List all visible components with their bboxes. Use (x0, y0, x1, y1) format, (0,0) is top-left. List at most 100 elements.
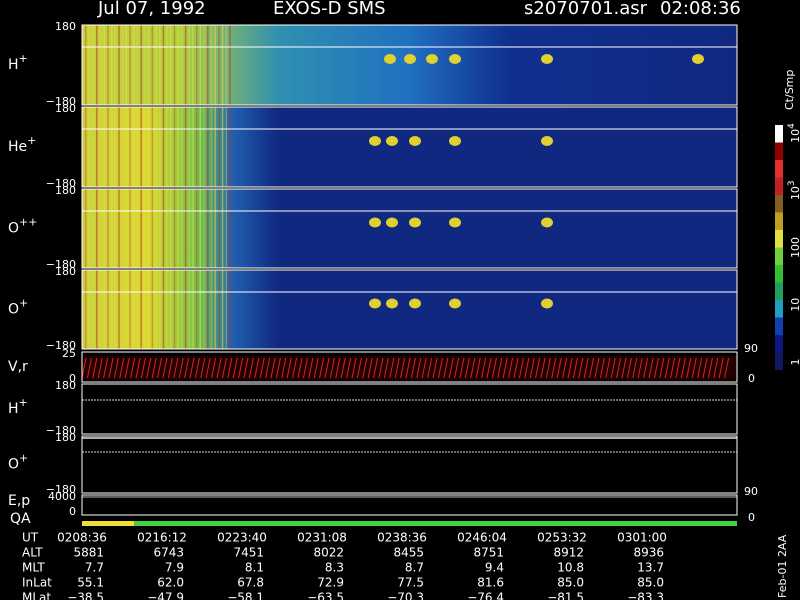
spectrogram-stripe (207, 107, 209, 187)
spectrogram-stripe (159, 25, 161, 105)
spectrogram-stripe (118, 107, 120, 187)
vr-mark (124, 357, 130, 379)
spectrogram-stripe (196, 107, 198, 187)
vr-mark (362, 357, 368, 379)
axis-top: 180 (55, 431, 76, 444)
vr-mark (367, 357, 373, 379)
ephemeris-value: 7.7 (85, 561, 104, 575)
spectrogram-stripe (181, 25, 183, 105)
spectrogram-stripe (159, 107, 161, 187)
vr-mark (205, 357, 211, 379)
ephemeris-value: 55.1 (77, 576, 104, 590)
spectrogram-blob (449, 298, 461, 309)
vr-mark (389, 357, 395, 379)
spectrogram-stripe (199, 25, 202, 105)
spectrogram-blob (386, 298, 398, 309)
spectrogram-blob (384, 54, 396, 64)
ephemeris-value: 8.3 (325, 561, 344, 575)
vr-mark (643, 357, 649, 379)
vr-mark (599, 357, 605, 379)
vr-mark (194, 357, 200, 379)
qa-label: QA (10, 511, 31, 527)
vr-mark (184, 357, 190, 379)
panel-label-text: O (8, 302, 19, 318)
spectrogram-blob (541, 54, 553, 64)
spectrogram-stripe (166, 107, 168, 187)
ephemeris-value: 13.7 (637, 561, 664, 575)
spectrogram-stripe (188, 189, 190, 268)
vr-mark (356, 357, 362, 379)
spectrogram-stripe (159, 270, 161, 349)
colorbar-tick-label: 10 (789, 298, 800, 312)
vr-mark (259, 357, 265, 379)
vr-mark (108, 357, 114, 379)
spectrogram-stripe (125, 270, 128, 349)
spectrogram-stripe (140, 189, 142, 268)
ephemeris-value: 5881 (73, 546, 104, 560)
spectrogram-stripe (188, 270, 190, 349)
vr-mark (518, 357, 524, 379)
vr-mark (502, 357, 508, 379)
spectrogram-stripe (122, 25, 124, 105)
spectrogram-stripe (162, 25, 165, 105)
spectrogram-stripe (129, 189, 131, 268)
vr-mark (583, 357, 589, 379)
spectrogram-stripe (107, 189, 109, 268)
vr-mark (702, 357, 708, 379)
vr-mark (167, 357, 173, 379)
spectrogram-stripe (99, 189, 102, 268)
vr-mark (724, 357, 730, 379)
spectrogram-stripe (155, 270, 157, 349)
ephemeris-value: −83.3 (627, 591, 664, 600)
spectrogram-stripe (199, 107, 202, 187)
vr-mark (626, 357, 632, 379)
panel-label-text: H (8, 57, 19, 73)
ephemeris-value: 77.5 (397, 576, 424, 590)
vr-mark (513, 357, 519, 379)
spectrogram-stripe (173, 270, 176, 349)
panel-label-text: E,p (8, 493, 30, 509)
vr-mark (481, 357, 487, 379)
spectrogram-stripe (99, 107, 102, 187)
vr-mark (605, 357, 611, 379)
vr-mark (675, 357, 681, 379)
ephemeris-value: 0246:04 (457, 531, 507, 545)
spectrogram-stripe (147, 25, 150, 105)
spectrogram-stripe (221, 189, 224, 268)
spectrogram-stripe (173, 25, 176, 105)
spectrogram-stripe (133, 25, 135, 105)
spectrogram-stripe (110, 107, 113, 187)
spectrogram-stripe (207, 270, 209, 349)
colorbar-tick-label: 100 (789, 237, 800, 258)
spectrogram-stripe (229, 189, 231, 268)
spectrogram-stripe (85, 189, 87, 268)
axis-top: 4000 (48, 490, 76, 503)
axis-top: 180 (55, 379, 76, 392)
spectrogram-stripe (155, 25, 157, 105)
vr-mark (610, 357, 616, 379)
spectrogram-stripe (229, 270, 231, 349)
spectrogram-stripe (103, 25, 105, 105)
spectrogram-stripe (99, 270, 102, 349)
ephemeris-value: 8.1 (245, 561, 264, 575)
spectrogram-stripe (210, 107, 213, 187)
ephemeris-value: 8912 (553, 546, 584, 560)
spectrogram-stripe (122, 189, 124, 268)
spectrogram-stripe (151, 107, 153, 187)
vr-mark (529, 357, 535, 379)
spectrogram-stripe (114, 107, 116, 187)
vr-mark (86, 357, 92, 379)
spectrogram-blob (541, 136, 553, 146)
spectrogram-stripe (177, 107, 179, 187)
ephemeris-value: −47.9 (147, 591, 184, 600)
ephemeris-value: 8936 (633, 546, 664, 560)
colorbar-tick-base: 100 (789, 237, 800, 258)
ephemeris-value: 0216:12 (137, 531, 187, 545)
spectrogram-stripe (118, 270, 120, 349)
spectrogram-stripe (96, 25, 98, 105)
spectrogram-stripe (184, 189, 187, 268)
vr-mark (173, 357, 179, 379)
ephemeris-value: 7.9 (165, 561, 184, 575)
vr-mark (508, 357, 514, 379)
ephemeris-value: 0253:32 (537, 531, 587, 545)
